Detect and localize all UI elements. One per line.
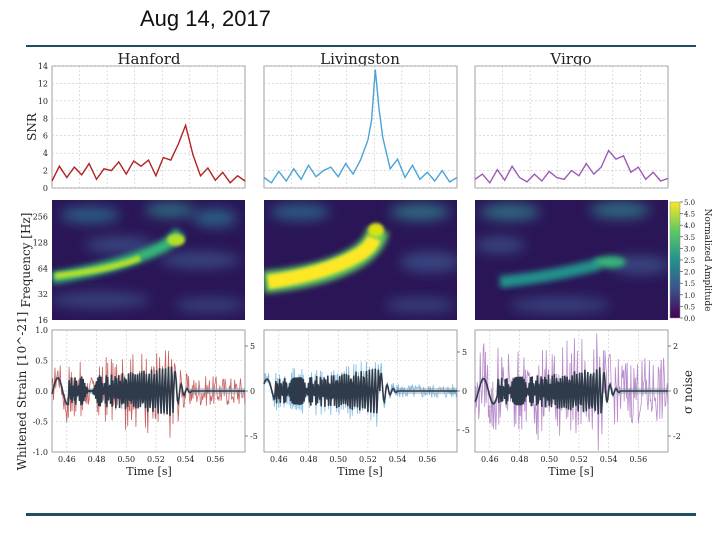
time-axis-label-hanford: Time [s] bbox=[126, 465, 172, 478]
noise-tick-label: 0 bbox=[462, 387, 467, 396]
snr-tick-label: 2 bbox=[43, 167, 48, 176]
snr-tick-label: 10 bbox=[38, 97, 48, 106]
time-tick-label: 0.50 bbox=[329, 455, 347, 464]
snr-panel-virgo bbox=[474, 65, 669, 189]
frequency-tick-label: 16 bbox=[38, 316, 48, 325]
colorbar-tick-label: 5.0 bbox=[684, 199, 695, 207]
snr-line-livingston bbox=[263, 69, 458, 184]
colorbar-label: Normalized Amplitude bbox=[702, 209, 712, 312]
snr-tick-label: 0 bbox=[43, 184, 48, 193]
snr-tick-label: 4 bbox=[43, 149, 48, 158]
time-tick-label: 0.48 bbox=[300, 455, 318, 464]
top-rule bbox=[26, 45, 696, 47]
snr-tick-label: 6 bbox=[43, 132, 48, 141]
frequency-tick-label: 64 bbox=[38, 264, 48, 273]
slide-title: Aug 14, 2017 bbox=[140, 6, 271, 31]
time-tick-label: 0.56 bbox=[418, 455, 436, 464]
snr-tick-label: 12 bbox=[38, 79, 48, 88]
time-tick-label: 0.48 bbox=[511, 455, 529, 464]
strain-panel-virgo bbox=[474, 329, 669, 453]
noise-tick-label: 0 bbox=[673, 387, 678, 396]
strain-axis-label-main: Whitened Strain bbox=[15, 370, 29, 470]
time-axis-label-virgo: Time [s] bbox=[548, 465, 594, 478]
strain-panel-hanford bbox=[51, 329, 246, 453]
colorbar-tick-label: 4.0 bbox=[684, 222, 695, 230]
strain-axis-label: Whitened Strain [10^-21] bbox=[15, 312, 29, 471]
strain-tick-label: 0.0 bbox=[35, 387, 48, 396]
time-tick-label: 0.50 bbox=[117, 455, 135, 464]
noise-tick-label: 0 bbox=[250, 387, 255, 396]
time-tick-label: 0.52 bbox=[147, 455, 165, 464]
strain-axis-label-unit: [10^-21] bbox=[15, 312, 29, 366]
time-tick-label: 0.56 bbox=[629, 455, 647, 464]
frequency-axis-label: Frequency [Hz] bbox=[19, 213, 33, 308]
time-tick-label: 0.54 bbox=[177, 455, 195, 464]
noise-tick-label: 5 bbox=[462, 348, 467, 357]
strain-template-livingston bbox=[263, 368, 457, 414]
snr-panel-livingston bbox=[263, 65, 458, 189]
snr-line-virgo bbox=[474, 149, 669, 185]
detector-title-virgo: Virgo bbox=[549, 50, 591, 68]
time-tick-label: 0.52 bbox=[359, 455, 377, 464]
noise-tick-label: -5 bbox=[250, 432, 258, 441]
colorbar-tick-label: 1.5 bbox=[684, 280, 695, 288]
spectrogram-virgo bbox=[475, 200, 668, 320]
noise-tick-label: -2 bbox=[673, 432, 681, 441]
snr-line-hanford bbox=[51, 122, 246, 184]
snr-tick-label: 14 bbox=[38, 62, 48, 71]
time-tick-label: 0.54 bbox=[389, 455, 407, 464]
time-tick-label: 0.54 bbox=[600, 455, 618, 464]
colorbar-tick-label: 3.5 bbox=[684, 234, 695, 242]
time-tick-label: 0.48 bbox=[88, 455, 106, 464]
time-tick-label: 0.50 bbox=[540, 455, 558, 464]
colorbar-tick-label: 2.0 bbox=[684, 269, 695, 277]
frequency-tick-label: 128 bbox=[33, 238, 48, 247]
frequency-tick-label: 256 bbox=[33, 213, 48, 222]
time-tick-label: 0.46 bbox=[58, 455, 76, 464]
strain-tick-label: 1.0 bbox=[35, 326, 48, 335]
time-tick-label: 0.52 bbox=[570, 455, 588, 464]
strain-template-virgo bbox=[474, 367, 668, 415]
noise-tick-label: 5 bbox=[250, 342, 255, 351]
colorbar-tick-label: 1.0 bbox=[684, 292, 695, 300]
bottom-rule bbox=[26, 513, 696, 516]
noise-tick-label: -5 bbox=[462, 426, 470, 435]
strain-tick-label: 0.5 bbox=[35, 357, 48, 366]
strain-tick-label: -1.0 bbox=[33, 448, 48, 457]
frequency-tick-label: 32 bbox=[38, 290, 48, 299]
time-tick-label: 0.46 bbox=[270, 455, 288, 464]
strain-tick-label: -0.5 bbox=[33, 418, 48, 427]
time-tick-label: 0.56 bbox=[206, 455, 224, 464]
noise-axis-label: σ noise bbox=[681, 370, 695, 414]
strain-panel-livingston bbox=[263, 329, 458, 453]
time-axis-label-livingston: Time [s] bbox=[337, 465, 383, 478]
strain-template-hanford bbox=[51, 366, 245, 416]
colorbar-tick-label: 0.0 bbox=[684, 315, 695, 323]
colorbar bbox=[669, 201, 681, 319]
snr-panel-hanford bbox=[51, 65, 246, 189]
detector-title-hanford: Hanford bbox=[117, 50, 180, 68]
snr-tick-label: 8 bbox=[43, 114, 48, 123]
time-tick-label: 0.46 bbox=[481, 455, 499, 464]
noise-tick-label: 2 bbox=[673, 342, 678, 351]
colorbar-tick-label: 3.0 bbox=[684, 245, 695, 253]
snr-axis-label: SNR bbox=[25, 112, 39, 141]
spectrogram-livingston bbox=[264, 200, 457, 320]
spectrogram-hanford bbox=[52, 200, 245, 320]
detector-title-livingston: Livingston bbox=[320, 50, 400, 68]
colorbar-tick-label: 4.5 bbox=[684, 211, 695, 219]
colorbar-tick-label: 0.5 bbox=[684, 303, 695, 311]
colorbar-tick-label: 2.5 bbox=[684, 257, 695, 265]
